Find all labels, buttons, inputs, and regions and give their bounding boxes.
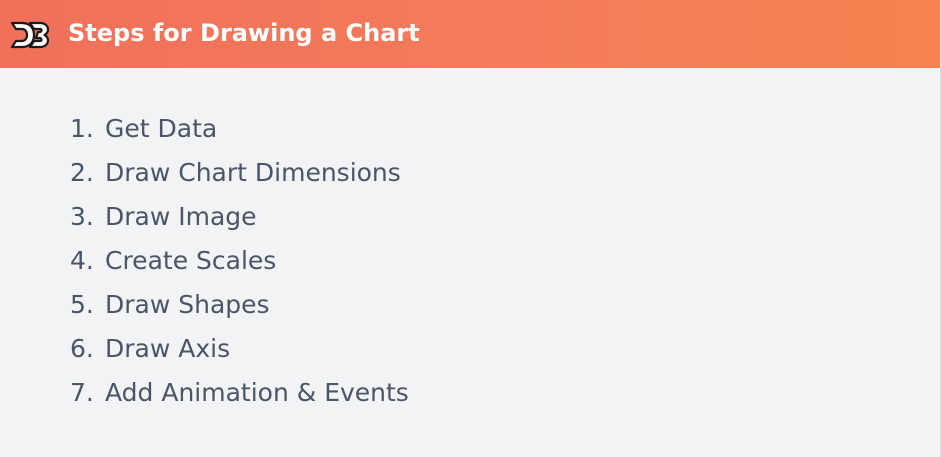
step-text: Draw Shapes — [105, 290, 270, 319]
step-number: 7. — [70, 378, 94, 407]
list-item: 6. Draw Axis — [70, 334, 409, 378]
slide-title: Steps for Drawing a Chart — [68, 19, 420, 47]
step-number: 2. — [70, 158, 94, 187]
step-text: Draw Image — [105, 202, 257, 231]
step-text: Add Animation & Events — [105, 378, 409, 407]
list-item: 5. Draw Shapes — [70, 290, 409, 334]
step-text: Draw Axis — [105, 334, 231, 363]
list-item: 3. Draw Image — [70, 202, 409, 246]
step-number: 6. — [70, 334, 94, 363]
step-number: 3. — [70, 202, 94, 231]
step-text: Get Data — [105, 114, 218, 143]
step-number: 5. — [70, 290, 94, 319]
list-item: 4. Create Scales — [70, 246, 409, 290]
list-item: 7. Add Animation & Events — [70, 378, 409, 422]
step-text: Create Scales — [105, 246, 277, 275]
list-item: 2. Draw Chart Dimensions — [70, 158, 409, 202]
slide-header: Steps for Drawing a Chart — [0, 0, 940, 68]
step-number: 4. — [70, 246, 94, 275]
d3-logo-icon — [10, 21, 50, 49]
slide-edge-divider — [940, 0, 942, 457]
step-number: 1. — [70, 114, 94, 143]
step-text: Draw Chart Dimensions — [105, 158, 401, 187]
steps-list: 1. Get Data 2. Draw Chart Dimensions 3. … — [70, 114, 409, 422]
list-item: 1. Get Data — [70, 114, 409, 158]
